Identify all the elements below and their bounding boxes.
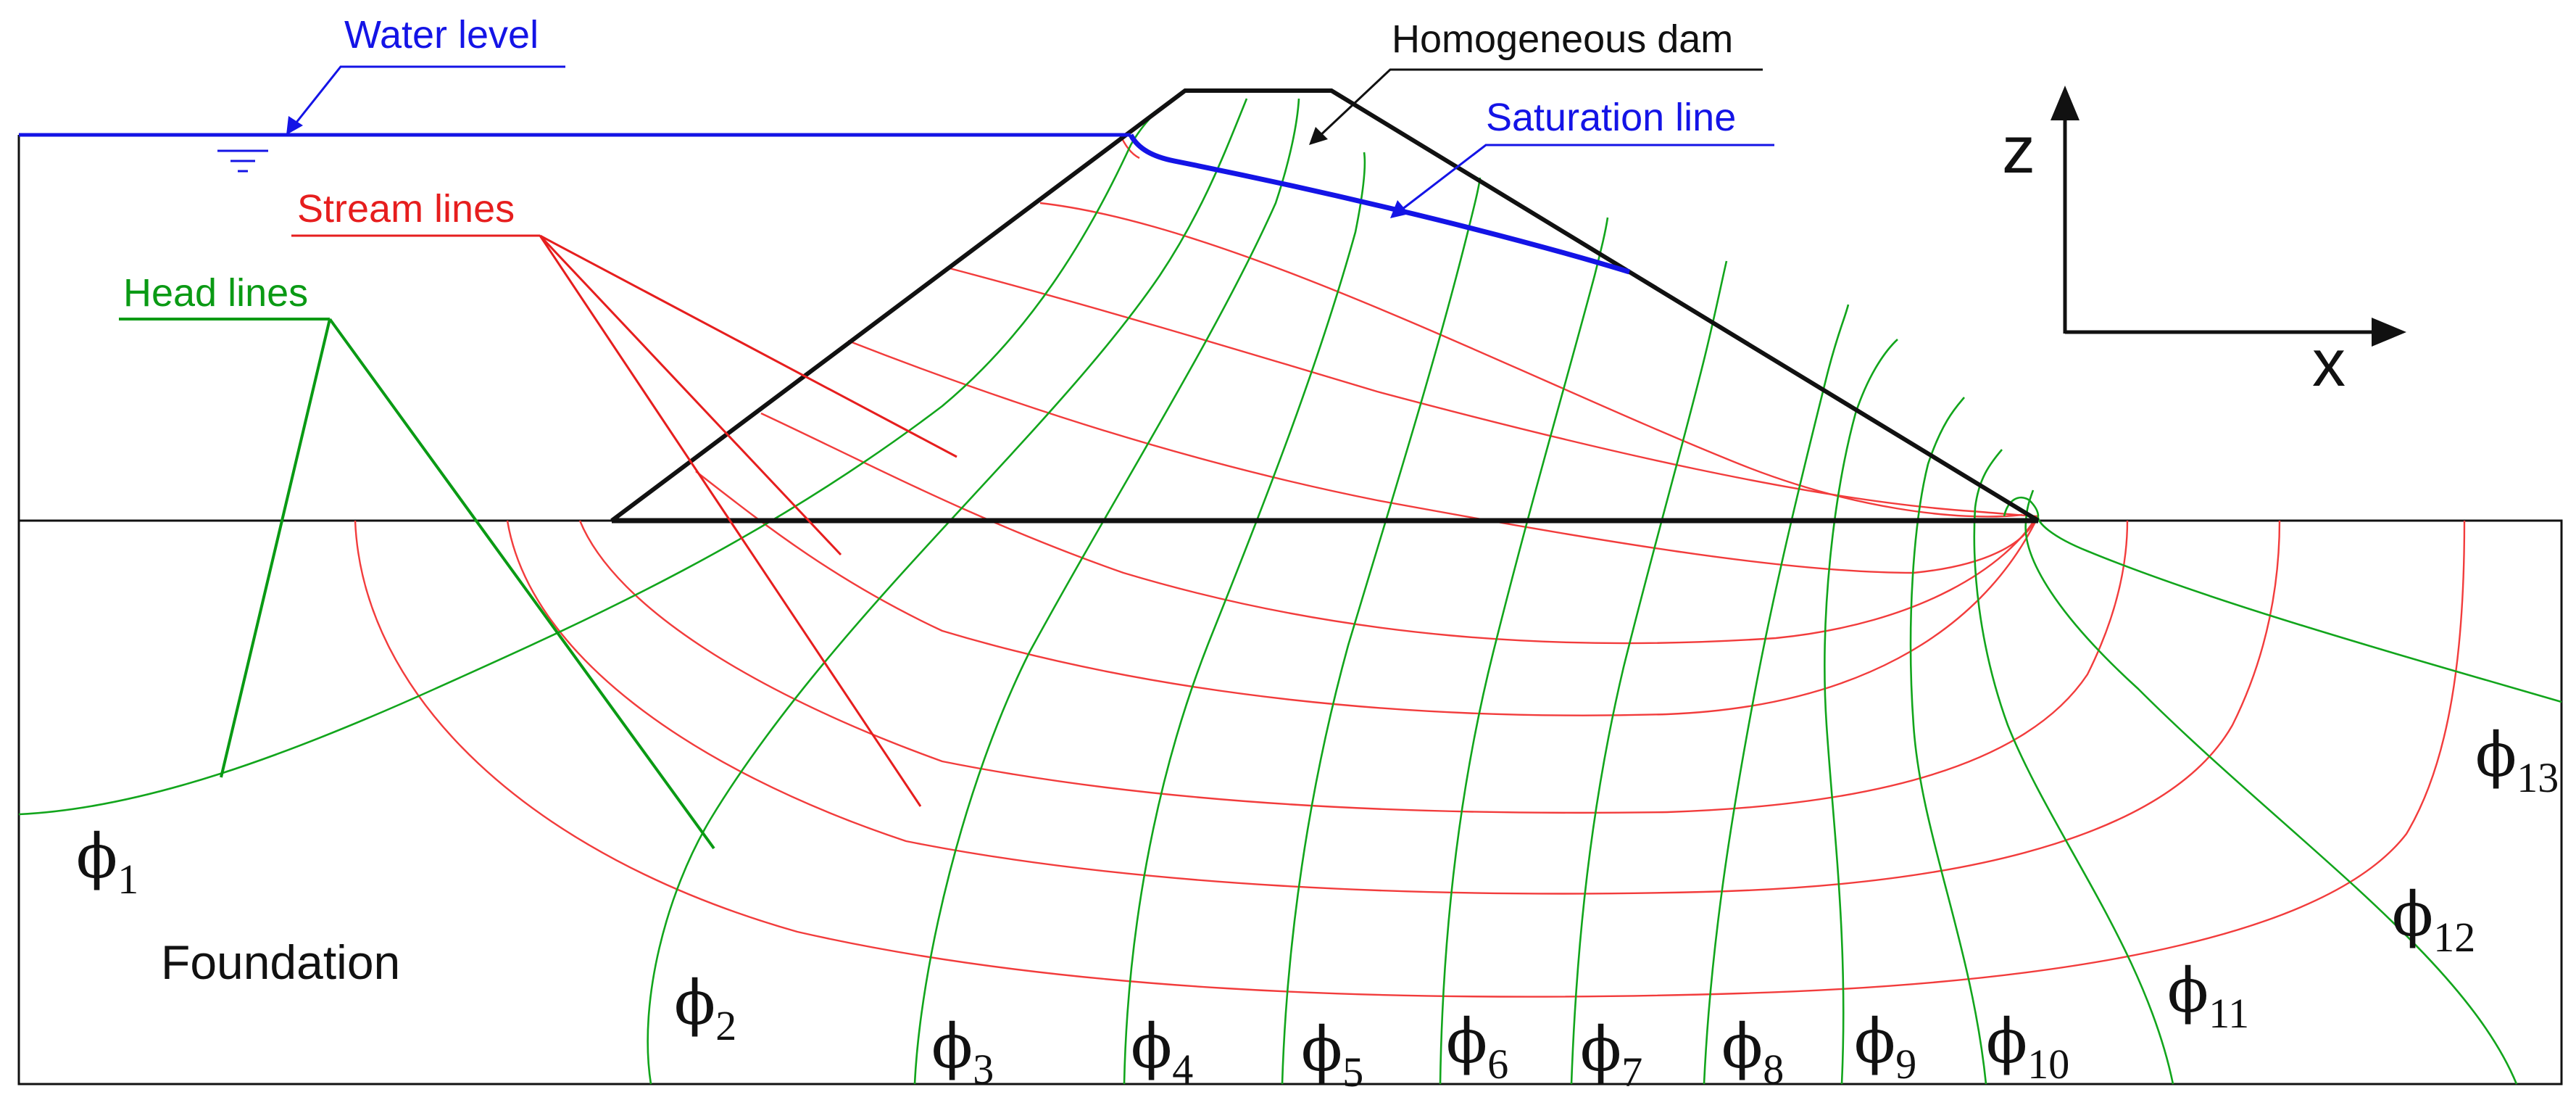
stream-line <box>354 520 2466 998</box>
stream-line <box>1039 202 2023 518</box>
axis-x-label: x <box>2312 326 2346 400</box>
water-level-label: Water level <box>344 13 539 57</box>
axis-z-label: z <box>2002 113 2035 187</box>
stream-line <box>847 339 2038 574</box>
head-line-2 <box>647 98 1248 1085</box>
dam-outline <box>610 88 2040 523</box>
water-level-symbol <box>217 149 268 173</box>
z-arrowhead <box>2051 86 2080 120</box>
head-leader <box>220 318 331 778</box>
head-line-8 <box>1703 304 1850 1085</box>
stream-lines-group <box>354 133 2466 998</box>
phi-labels: ϕ1 ϕ2 ϕ3 ϕ4 ϕ5 ϕ6 ϕ7 ϕ8 ϕ9 ϕ10 ϕ11 ϕ12 ϕ… <box>76 719 2559 1096</box>
saturation-arrowhead <box>1390 200 1409 218</box>
stream-line <box>695 471 2040 716</box>
head-line-7 <box>1570 260 1728 1085</box>
head-line-4 <box>1123 152 1366 1085</box>
leader-lines <box>119 65 1774 850</box>
head-lines-label: Head lines <box>123 271 308 315</box>
phi-label-8: ϕ8 <box>1721 1011 1784 1093</box>
stream-line <box>760 412 2038 645</box>
saturation-line-label: Saturation line <box>1486 96 1736 139</box>
phi-label-5: ϕ5 <box>1301 1014 1363 1096</box>
head-line-3 <box>913 98 1300 1085</box>
phi-label-7: ϕ7 <box>1580 1014 1642 1096</box>
stream-line <box>578 520 2129 814</box>
phi-label-3: ϕ3 <box>931 1011 994 1093</box>
head-line-5 <box>1281 177 1482 1085</box>
head-line-13 <box>2037 516 2562 703</box>
phi-label-1: ϕ1 <box>76 821 138 903</box>
homogeneous-dam <box>610 88 2040 524</box>
stream-leader <box>539 234 842 556</box>
phi-label-6: ϕ6 <box>1446 1006 1508 1088</box>
head-line-1 <box>18 102 1169 816</box>
phi-label-13: ϕ13 <box>2475 719 2559 801</box>
head-line-9 <box>1824 339 1898 1085</box>
homogeneous-dam-label: Homogeneous dam <box>1392 17 1733 61</box>
phi-label-9: ϕ9 <box>1854 1006 1916 1088</box>
phi-label-2: ϕ2 <box>674 967 736 1049</box>
stream-line <box>949 267 2039 518</box>
saturation-leader <box>1398 144 1774 213</box>
phi-label-11: ϕ11 <box>2167 955 2249 1037</box>
water-level-leader <box>288 65 565 131</box>
saturation-line <box>1128 133 1631 275</box>
head-line-11 <box>1973 449 2174 1085</box>
stream-leader <box>539 234 957 458</box>
stream-leader <box>539 235 922 807</box>
phi-label-4: ϕ4 <box>1131 1011 1193 1093</box>
head-leader <box>328 318 715 850</box>
x-arrowhead <box>2372 318 2406 347</box>
stream-line <box>506 520 2281 895</box>
head-lines-group <box>18 98 2562 1085</box>
dam-arrowhead <box>1309 127 1328 145</box>
head-line-12 <box>2024 489 2518 1085</box>
stream-lines-label: Stream lines <box>297 187 515 231</box>
phi-label-12: ϕ12 <box>2392 879 2475 961</box>
dam-leader <box>1316 68 1763 139</box>
foundation-label: Foundation <box>161 935 400 989</box>
phi-label-10: ϕ10 <box>1986 1006 2069 1088</box>
water-level-arrowhead <box>286 116 303 135</box>
head-line-6 <box>1439 217 1609 1085</box>
axes <box>2051 86 2406 347</box>
head-line-10 <box>1909 397 1987 1085</box>
